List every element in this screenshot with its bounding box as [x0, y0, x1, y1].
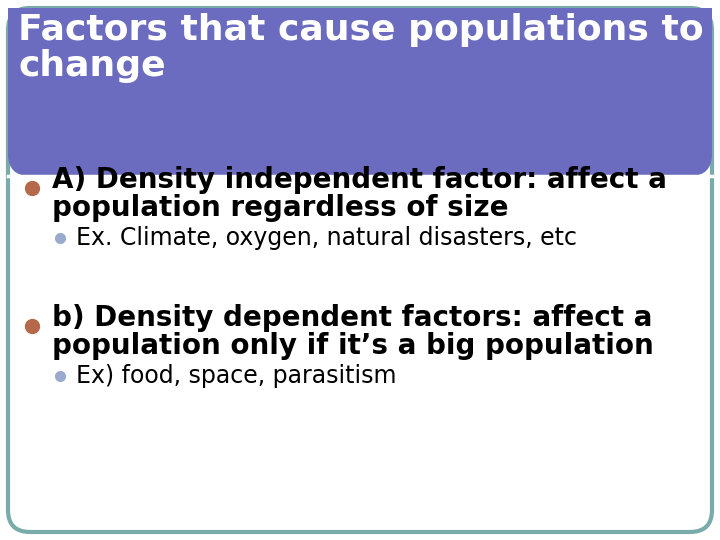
Text: A) Density independent factor: affect a: A) Density independent factor: affect a: [52, 166, 667, 194]
Text: population only if it’s a big population: population only if it’s a big population: [52, 332, 654, 360]
FancyBboxPatch shape: [8, 8, 712, 176]
Text: Ex) food, space, parasitism: Ex) food, space, parasitism: [76, 364, 397, 388]
Text: Factors that cause populations to: Factors that cause populations to: [18, 13, 703, 47]
FancyBboxPatch shape: [8, 8, 712, 532]
Text: b) Density dependent factors: affect a: b) Density dependent factors: affect a: [52, 304, 652, 332]
Text: Ex. Climate, oxygen, natural disasters, etc: Ex. Climate, oxygen, natural disasters, …: [76, 226, 577, 250]
Bar: [8, 8, 712, 154]
Text: population regardless of size: population regardless of size: [52, 194, 508, 222]
Text: change: change: [18, 49, 166, 83]
